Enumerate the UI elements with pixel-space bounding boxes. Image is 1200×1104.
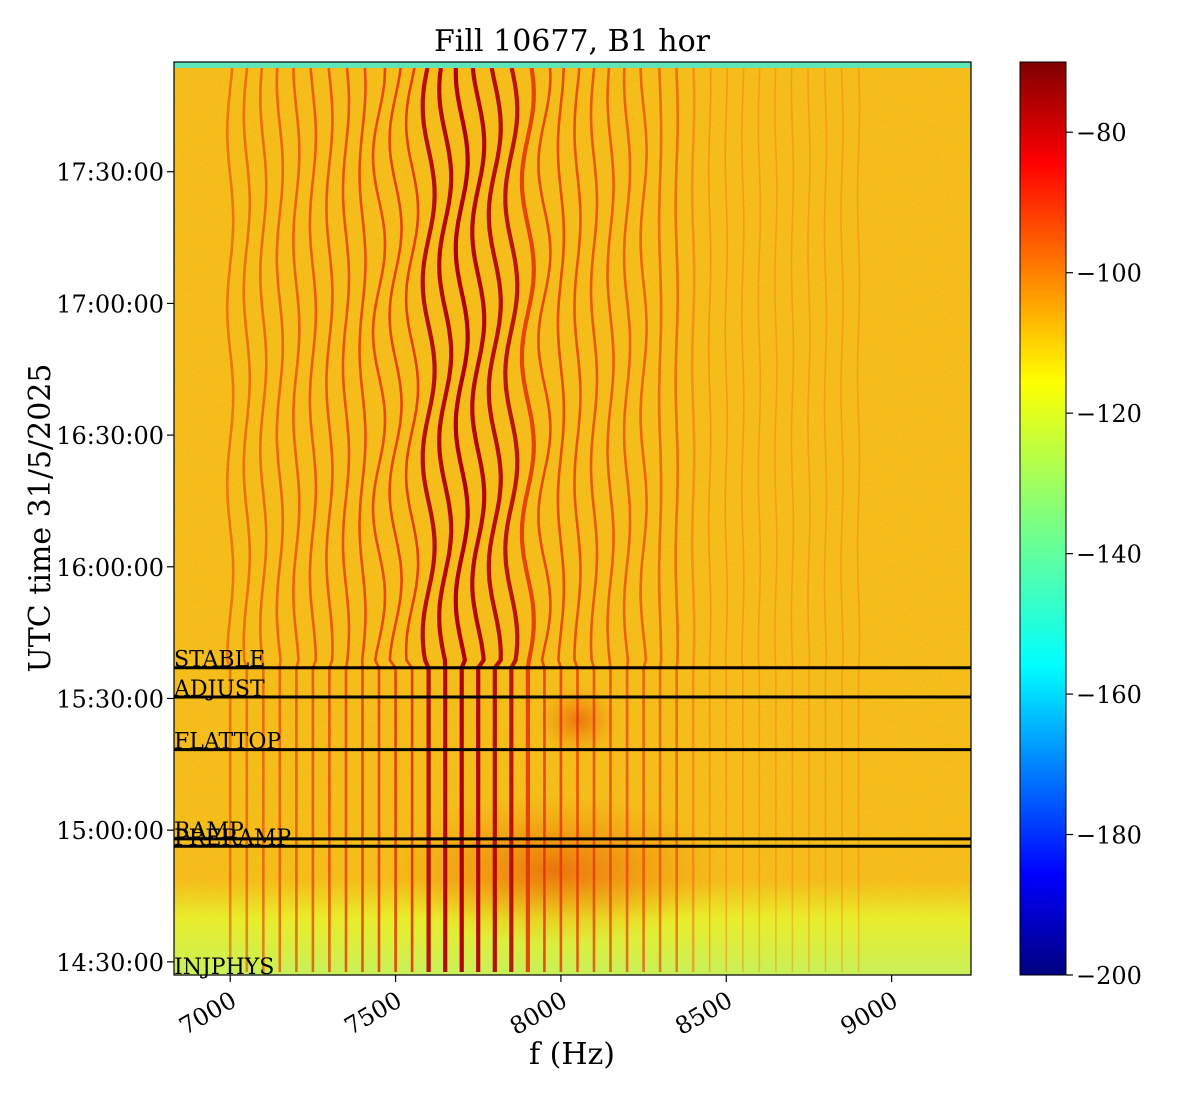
spectral-line: [589, 67, 599, 972]
spectral-line: [823, 67, 828, 972]
spectral-line: [292, 67, 301, 972]
spectral-line: [308, 67, 318, 972]
beam-mode-label: INJPHYS: [174, 955, 274, 980]
colorbar-gradient: [1019, 61, 1067, 976]
spectral-line: [486, 67, 503, 972]
y-tick-label: 16:00:00: [56, 554, 164, 582]
x-tick-label: 8500: [670, 986, 737, 1041]
y-tick-label: 14:30:00: [56, 949, 164, 977]
x-tick-label: 9000: [836, 986, 903, 1041]
spectral-line: [258, 67, 268, 972]
beam-mode-label: PRERAMP: [174, 826, 291, 851]
colorbar-tick-label: −100: [1076, 260, 1142, 288]
spectral-line: [622, 67, 632, 972]
x-axis: 7000 7500 8000 8500 9000: [174, 975, 903, 1041]
colorbar-tick-label: −140: [1076, 541, 1142, 569]
spectral-lines: [225, 67, 861, 972]
spectral-line: [242, 67, 252, 972]
colorbar-ticks: −80 −100 −120 −140 −160 −180 −200: [1066, 119, 1142, 990]
beam-mode-label: FLATTOP: [174, 730, 281, 755]
spectral-line: [707, 67, 712, 972]
broadband-blob: [385, 795, 725, 945]
spectral-line: [503, 67, 520, 972]
colorbar-tick-label: −120: [1076, 400, 1142, 428]
spectral-line: [358, 67, 367, 972]
y-tick-label: 15:00:00: [56, 817, 164, 845]
x-tick-label: 7000: [174, 986, 241, 1041]
spectral-line: [453, 68, 470, 972]
y-tick-label: 15:30:00: [56, 685, 164, 713]
spectral-line: [606, 67, 615, 972]
spectral-line: [420, 67, 437, 972]
x-axis-label: f (Hz): [529, 1037, 615, 1072]
colorbar-tick-label: −160: [1076, 681, 1142, 709]
chart-title: Fill 10677, B1 hor: [434, 24, 711, 59]
spectral-line: [437, 67, 454, 972]
plot-frame: [173, 61, 972, 976]
spectral-line: [740, 67, 745, 972]
spectral-line: [404, 67, 420, 972]
spectral-line: [537, 67, 552, 972]
spectral-line: [840, 67, 844, 972]
spectral-line: [807, 68, 811, 972]
colorbar-tick-label: −200: [1076, 962, 1142, 990]
top-edge-band: [174, 62, 971, 68]
spectral-line: [774, 67, 778, 972]
spectral-line: [325, 67, 334, 972]
spectral-line: [519, 67, 536, 972]
y-tick-label: 17:00:00: [56, 290, 164, 318]
colorbar-tick-label: −180: [1076, 822, 1142, 850]
spectral-line: [790, 67, 795, 972]
spectral-line: [371, 67, 387, 972]
beam-mode-label: STABLE: [174, 648, 265, 673]
spectral-line: [556, 67, 566, 972]
colorbar-tick-label: −80: [1076, 119, 1127, 147]
x-tick-label: 7500: [340, 986, 407, 1041]
plot-area: [174, 62, 971, 975]
spectral-line: [674, 67, 680, 972]
beam-mode-label: ADJUST: [173, 677, 265, 702]
spectral-line: [724, 67, 729, 972]
y-axis: 14:30:00 15:00:00 15:30:00 16:00:00 16:30:00…: [56, 159, 174, 977]
spectral-line: [388, 67, 403, 972]
spectral-line: [856, 67, 861, 972]
y-tick-label: 16:30:00: [56, 422, 164, 450]
spectral-line: [341, 67, 351, 972]
spectral-line: [275, 67, 285, 972]
spectral-line: [573, 67, 582, 972]
spectral-line: [225, 67, 235, 972]
spectral-line: [657, 67, 663, 972]
spectral-line: [470, 67, 487, 972]
x-tick-label: 8000: [505, 986, 572, 1041]
spectral-line: [639, 67, 648, 972]
y-axis-label: UTC time 31/5/2025: [23, 364, 58, 673]
spectral-line: [690, 67, 696, 972]
beam-mode-label: RAMP: [174, 819, 244, 844]
colorbar: −80 −100 −120 −140 −160 −180 −200: [1019, 61, 1142, 990]
y-tick-label: 17:30:00: [56, 159, 164, 187]
spectral-line: [757, 67, 762, 972]
